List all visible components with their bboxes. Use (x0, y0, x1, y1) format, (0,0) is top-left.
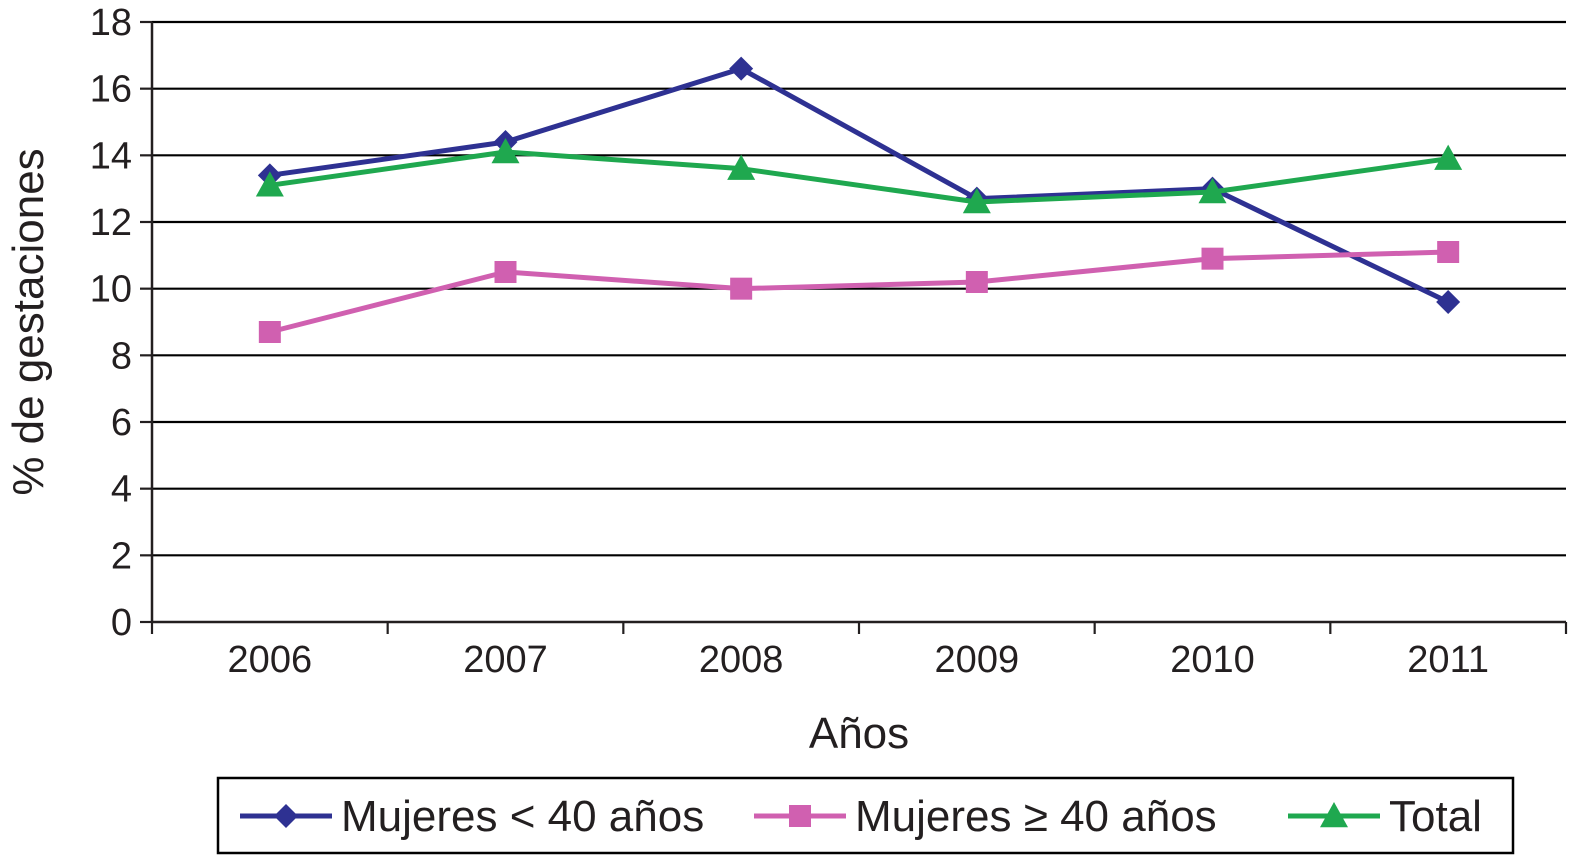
series-line (269, 149, 1449, 205)
data-point (1198, 178, 1227, 204)
x-tick-label: 2006 (228, 639, 313, 681)
data-point (727, 154, 756, 180)
y-tick-label: 12 (90, 202, 132, 244)
legend-item-2: Mujeres ≥ 40 años (754, 792, 1217, 841)
data-point (1436, 290, 1461, 314)
legend-marker (274, 804, 298, 828)
series-line (269, 249, 1449, 335)
y-axis-title: % de gestaciones (4, 148, 53, 495)
series-line (269, 66, 1450, 305)
y-tick-label: 0 (111, 602, 132, 644)
data-point (1434, 144, 1463, 170)
x-tick-label: 2007 (463, 639, 548, 681)
y-tick-label: 14 (90, 135, 132, 177)
x-tick-label: 2008 (699, 639, 784, 681)
data-point (965, 271, 988, 293)
x-tick-labels: 2006 2007 2008 2009 2010 2011 (150, 622, 1568, 681)
y-tick-label: 2 (111, 535, 132, 577)
series-3 (255, 138, 1463, 214)
legend-label: Mujeres < 40 años (341, 792, 704, 841)
x-tick-label: 2011 (1407, 639, 1489, 681)
data-point (962, 188, 991, 214)
data-point (258, 321, 281, 343)
x-tick-label: 2010 (1170, 639, 1255, 681)
data-point (1201, 247, 1224, 270)
data-point (729, 56, 754, 81)
gridlines (152, 20, 1566, 557)
legend-label: Total (1389, 792, 1482, 841)
data-point (491, 138, 520, 164)
y-tick-label: 8 (111, 335, 132, 377)
data-point (255, 171, 284, 197)
legend-item-3: Total (1288, 792, 1482, 841)
legend-marker (1320, 802, 1348, 828)
series-2 (258, 241, 1460, 343)
legend: Mujeres < 40 años Mujeres ≥ 40 años Total (216, 776, 1515, 855)
legend-item-1: Mujeres < 40 años (240, 792, 704, 841)
data-point (1437, 241, 1460, 263)
data-point (494, 261, 517, 283)
x-tick-label: 2009 (935, 639, 1020, 681)
y-tick-label: 10 (90, 269, 132, 311)
y-tick-label: 18 (90, 2, 132, 44)
y-tick-labels: 0 2 4 6 8 10 12 14 16 18 (90, 2, 152, 644)
x-axis-title: Años (809, 709, 909, 758)
y-tick-label: 6 (111, 402, 132, 444)
y-tick-label: 4 (111, 469, 132, 511)
data-point (730, 277, 753, 300)
legend-marker (789, 805, 811, 827)
series-group (255, 56, 1463, 343)
legend-label: Mujeres ≥ 40 años (855, 792, 1217, 841)
series-1 (257, 56, 1461, 314)
axes (150, 22, 1566, 624)
y-tick-label: 16 (90, 69, 132, 111)
